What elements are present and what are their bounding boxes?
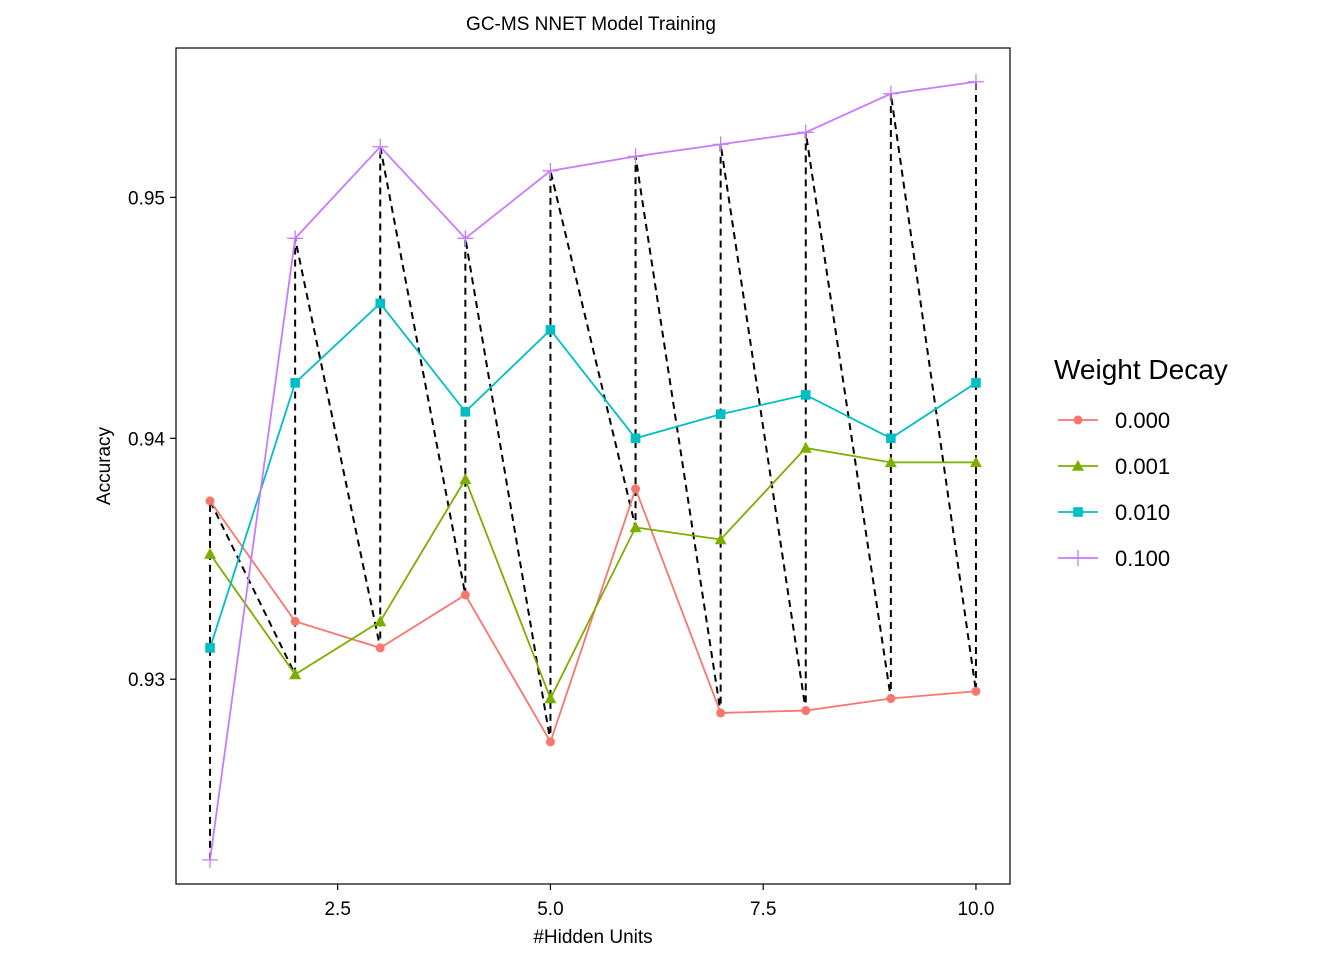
series-0.100 [202,73,984,868]
legend-items: 0.000 0.001 0.010 0.100 [1058,408,1170,571]
legend-item-0.001: 0.001 [1058,454,1170,479]
data-point-0.000-8 [801,706,811,716]
x-tick-label: 2.5 [324,899,350,920]
y-tick-label: 0.93 [128,670,165,691]
data-point-0.001-3 [374,615,387,627]
connector-layer [209,81,977,860]
data-point-0.001-4 [459,473,472,485]
legend-label: 0.001 [1115,454,1170,479]
data-point-0.001-8 [799,441,812,453]
legend-item-0.010: 0.010 [1058,500,1170,525]
x-axis: 2.5 5.0 7.5 10.0 [324,884,994,920]
legend-label: 0.000 [1115,408,1170,433]
data-point-0.000-4 [460,590,470,600]
data-point-0.010-3 [375,298,386,309]
data-point-0.000-7 [716,708,726,718]
data-point-0.010-5 [545,325,556,335]
legend-title: Weight Decay [1054,354,1228,385]
y-axis: 0.93 0.94 0.95 [128,188,176,691]
data-point-0.001-5 [544,692,557,704]
data-point-0.010-9 [886,433,896,444]
data-point-0.000-9 [886,693,896,703]
plot-panel [175,47,1011,885]
data-point-0.100-1 [202,851,219,868]
legend-key-marker [1072,460,1084,471]
legend-item-0.100: 0.100 [1058,546,1170,571]
data-point-0.001-1 [204,547,217,559]
data-point-0.100-2 [287,230,304,247]
y-tick-label: 0.94 [128,429,165,450]
data-point-0.100-8 [797,124,814,141]
legend-label: 0.010 [1115,500,1170,525]
data-point-0.010-10 [971,378,981,388]
data-point-0.000-6 [631,484,641,494]
data-point-0.001-9 [884,456,897,468]
chart-title: GC-MS NNET Model Training [466,14,716,35]
series-line-0.001 [209,446,976,701]
data-point-0.000-10 [971,686,981,696]
x-tick-label: 7.5 [750,899,776,920]
data-point-0.100-4 [457,230,474,247]
x-axis-title: #Hidden Units [533,927,652,948]
data-point-0.001-2 [289,668,302,680]
legend-label: 0.100 [1115,546,1170,571]
data-point-0.100-3 [372,138,389,155]
legend-key-marker [1070,550,1086,566]
data-point-0.100-10 [967,73,984,90]
series-0.010 [205,298,981,653]
data-point-0.000-3 [375,643,385,653]
series-0.001 [204,441,982,704]
y-tick-label: 0.95 [128,188,165,209]
data-point-0.010-4 [460,406,471,417]
series-line-0.100 [209,80,977,861]
data-point-0.010-6 [630,433,641,444]
data-point-0.001-10 [969,456,982,468]
legend: Weight Decay 0.000 0.001 0.010 0.100 [1054,354,1228,571]
legend-item-0.000: 0.000 [1058,408,1170,433]
data-point-0.010-1 [205,643,215,653]
legend-key-marker [1073,507,1083,517]
series-line-0.000 [209,486,977,745]
series-layer [202,73,984,868]
y-axis-title: Accuracy [94,426,115,505]
data-point-0.000-5 [545,737,555,747]
legend-key-marker [1073,415,1083,425]
series-0.000 [205,484,981,747]
data-point-0.100-5 [542,162,559,179]
data-point-0.100-6 [627,148,644,165]
x-tick-label: 5.0 [537,899,563,920]
data-point-0.100-9 [882,85,899,102]
data-point-0.000-2 [290,616,300,626]
x-tick-label: 10.0 [957,899,994,920]
data-point-0.001-6 [629,521,642,533]
data-point-0.010-8 [800,390,811,400]
data-point-0.000-1 [205,496,215,506]
data-point-0.010-7 [715,409,726,420]
data-point-0.100-7 [712,136,729,153]
series-line-0.010 [209,302,977,649]
data-point-0.001-7 [714,533,727,545]
connector-dashed-line [209,81,977,860]
data-point-0.010-2 [290,378,300,388]
